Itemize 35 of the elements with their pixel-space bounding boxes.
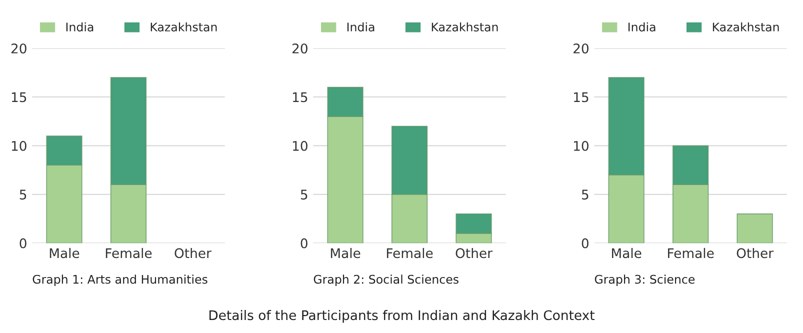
x-tick-label: Female	[106, 248, 152, 258]
y-tick-label: 5	[582, 190, 588, 200]
legend-label: India	[628, 22, 656, 32]
y-tick-label: 10	[292, 140, 308, 151]
text: Details of the Participants from Indian and Kazakh Context	[209, 310, 595, 323]
y-tick-label: 15	[574, 92, 588, 102]
legend-label: Kazakhstan	[150, 22, 217, 32]
y-tick-label: 10	[12, 140, 26, 151]
x-tick-label: Other	[456, 248, 492, 258]
y-tick-label: 20	[292, 44, 308, 54]
x-axis-title: Graph 3: Science	[594, 274, 695, 286]
legend-label: India	[347, 22, 374, 32]
x-tick-label: Other	[174, 248, 212, 258]
y-tick-label: 10	[574, 140, 588, 151]
x-tick-label: Other	[736, 248, 774, 258]
y-tick-label: 0	[20, 238, 26, 248]
x-tick-label: Female	[668, 248, 714, 258]
y-tick-label: 5	[300, 190, 308, 200]
y-tick-label: 5	[20, 190, 26, 200]
x-axis-title: Graph 2: Social Sciences	[314, 274, 458, 286]
y-tick-label: 15	[12, 92, 26, 102]
y-tick-label: 0	[300, 238, 308, 248]
y-tick-label: 15	[292, 92, 308, 102]
bar	[736, 214, 773, 244]
y-tick-label: 0	[582, 238, 588, 248]
y-tick-label: 20	[574, 44, 588, 54]
y-tick-label: 20	[11, 44, 26, 54]
legend-label: Kazakhstan	[712, 22, 779, 32]
x-tick-label: Female	[386, 248, 433, 258]
x-tick-label: Male	[50, 248, 80, 258]
x-axis-title: Graph 1: Arts and Humanities	[32, 274, 208, 286]
x-tick-label: Male	[330, 248, 360, 258]
legend-label: India	[66, 22, 94, 32]
x-tick-label: Male	[612, 248, 642, 258]
legend-label: Kazakhstan	[432, 22, 498, 32]
